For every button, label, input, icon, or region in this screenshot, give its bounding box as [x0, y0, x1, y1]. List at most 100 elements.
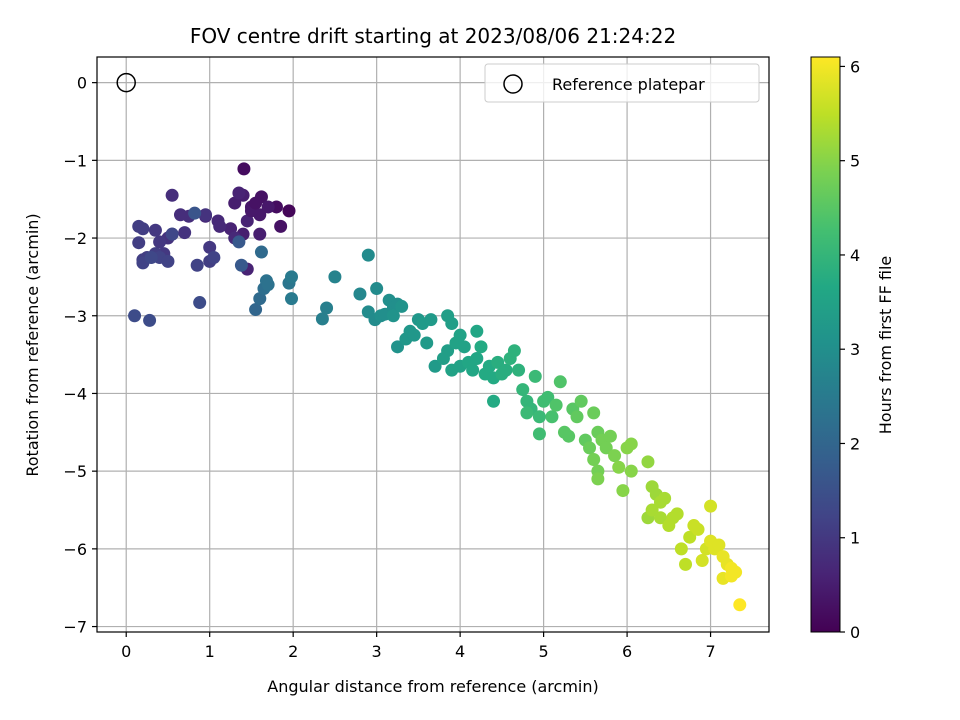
data-point — [516, 383, 530, 397]
data-point — [683, 530, 697, 544]
data-point — [653, 511, 667, 525]
data-point — [570, 410, 584, 424]
data-point — [424, 313, 438, 327]
data-point — [237, 162, 251, 176]
data-point — [658, 491, 672, 505]
data-point — [144, 250, 158, 264]
data-point — [391, 340, 405, 354]
y-tick-label: −4 — [63, 384, 87, 403]
data-point — [499, 363, 513, 377]
x-tick-label: 2 — [288, 642, 298, 661]
legend-box — [484, 63, 760, 103]
colorbar-tick-label: 4 — [850, 246, 860, 265]
data-point — [254, 245, 268, 259]
plot-frame — [96, 56, 770, 633]
data-point — [148, 223, 162, 237]
data-point — [395, 299, 409, 313]
y-tick-label: −6 — [63, 540, 87, 559]
y-tick-label: −3 — [63, 307, 87, 326]
data-point — [474, 340, 488, 354]
data-point — [466, 363, 480, 377]
legend: Reference platepar — [484, 63, 760, 103]
y-axis-ticks: 0 −1 −2 −3 −4 −5 −6 −7 — [63, 74, 97, 637]
colorbar-tick-label: 3 — [850, 340, 860, 359]
data-point — [645, 503, 659, 517]
data-points — [116, 72, 747, 612]
colorbar-tick-label: 0 — [850, 623, 860, 642]
data-point — [487, 394, 501, 408]
x-tick-label: 7 — [705, 642, 715, 661]
data-point — [603, 429, 617, 443]
data-point — [616, 484, 630, 498]
chart-title: FOV centre drift starting at 2023/08/06 … — [190, 24, 676, 48]
data-point — [545, 410, 559, 424]
data-point — [370, 282, 384, 296]
y-tick-label: −7 — [63, 618, 87, 637]
data-point — [574, 394, 588, 408]
data-point — [261, 200, 275, 214]
data-point — [612, 460, 626, 474]
data-point — [528, 369, 542, 383]
legend-entry-reference: Reference platepar — [552, 75, 705, 94]
data-point — [178, 226, 192, 240]
data-point — [353, 287, 367, 301]
x-axis-ticks: 0 1 2 3 4 5 6 7 — [121, 632, 716, 661]
data-point — [441, 344, 455, 358]
data-point — [143, 313, 157, 327]
x-tick-label: 3 — [372, 642, 382, 661]
data-point — [282, 204, 296, 218]
x-tick-label: 6 — [622, 642, 632, 661]
data-point — [624, 437, 638, 451]
data-point — [249, 303, 263, 317]
data-point — [445, 317, 459, 331]
colorbar-label: Hours from first FF file — [876, 256, 895, 435]
x-axis-label: Angular distance from reference (arcmin) — [267, 677, 598, 696]
data-point — [428, 359, 442, 373]
data-point — [491, 355, 505, 369]
data-point — [234, 258, 248, 272]
data-point — [587, 406, 601, 420]
data-point — [641, 455, 655, 469]
data-point — [679, 557, 693, 571]
data-point — [453, 328, 467, 342]
data-point — [470, 351, 484, 365]
data-point — [207, 250, 221, 264]
data-point — [712, 538, 726, 552]
colorbar-tick-label: 1 — [850, 529, 860, 548]
colorbar: 0 1 2 3 4 5 6 Hours from first FF file — [810, 56, 895, 642]
data-point — [549, 398, 563, 412]
y-tick-label: −5 — [63, 462, 87, 481]
data-point — [203, 240, 217, 254]
data-point — [674, 542, 688, 556]
data-point — [591, 472, 605, 486]
y-axis-label: Rotation from reference (arcmin) — [23, 213, 42, 476]
y-tick-label: −2 — [63, 229, 87, 248]
data-point — [562, 429, 576, 443]
data-point — [240, 214, 254, 228]
data-point — [132, 236, 146, 250]
data-point — [193, 296, 207, 310]
data-point — [599, 441, 613, 455]
data-point — [261, 278, 275, 292]
x-tick-label: 0 — [121, 642, 131, 661]
colorbar-tick-label: 5 — [850, 152, 860, 171]
data-point — [128, 309, 142, 323]
data-point — [386, 309, 400, 323]
legend-marker-reference — [503, 74, 523, 94]
y-tick-label: −1 — [63, 151, 87, 170]
data-point — [587, 453, 601, 466]
data-point — [315, 312, 329, 326]
x-tick-label: 4 — [455, 642, 465, 661]
x-tick-label: 5 — [539, 642, 549, 661]
reference-platepar-marker — [116, 72, 136, 93]
data-point — [173, 208, 187, 222]
data-point — [253, 227, 267, 241]
data-point — [553, 375, 567, 389]
data-point — [165, 188, 179, 202]
data-point — [361, 248, 375, 262]
data-point — [532, 427, 546, 441]
data-point — [691, 522, 705, 536]
data-point — [724, 569, 738, 583]
data-point — [608, 449, 622, 463]
